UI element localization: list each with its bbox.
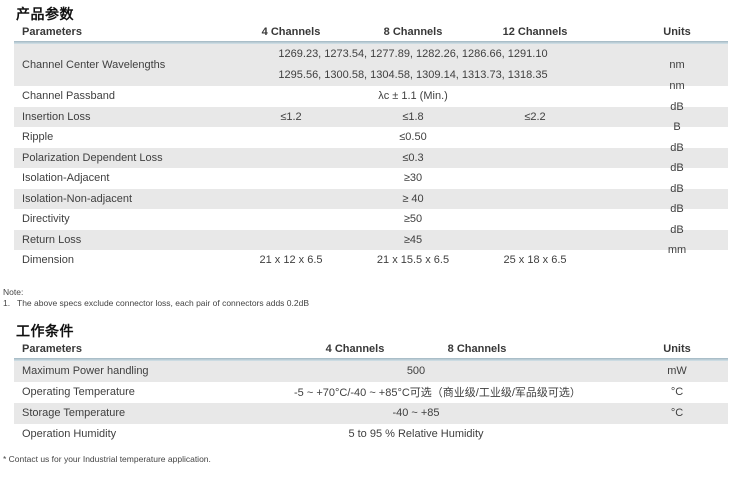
wavelength-values: 1269.23, 1273.54, 1277.89, 1282.26, 1286… — [230, 44, 596, 86]
table-row-insertion-loss: Insertion Loss ≤1.2 ≤1.8 ≤2.2 dB — [14, 101, 728, 127]
param-value: ≤0.3 — [402, 151, 424, 164]
param-value: 5 to 95 % Relative Humidity — [348, 428, 484, 440]
value-4-channels: ≤1.2 — [280, 110, 302, 123]
param-value: ≥45 — [403, 233, 423, 246]
wavelength-line-1: 1269.23, 1273.54, 1277.89, 1282.26, 1286… — [278, 48, 548, 60]
unit-value: mm — [667, 244, 687, 257]
param-label: Dimension — [22, 254, 74, 267]
table-row-channel-passband: Channel Passband λc ± 1.1 (Min.) nm — [14, 80, 728, 107]
unit-value: dB — [670, 182, 684, 195]
section-title-working-conditions: 工作条件 — [16, 322, 74, 339]
note-text: The above specs exclude connector loss, … — [17, 297, 310, 308]
section-title-product-parameters: 产品参数 — [16, 6, 74, 22]
table-row-return-loss: Return Loss ≥45 dB — [14, 224, 728, 250]
value-8-channels: ≤1.8 — [402, 110, 424, 123]
header-divider — [14, 357, 728, 361]
note-number: 1. — [3, 297, 11, 308]
table-row-polarization-dependent-loss: Polarization Dependent Loss ≤0.3 dB — [14, 142, 728, 168]
table-row-channel-center-wavelengths: Channel Center Wavelengths 1269.23, 1273… — [14, 44, 728, 86]
unit-value: B — [673, 121, 681, 134]
unit-value: nm — [669, 59, 685, 71]
param-value: ≥30 — [403, 172, 423, 185]
datasheet-page: 产品参数 Parameters 4 Channels 8 Channels 12… — [0, 6, 737, 478]
param-label: Storage Temperature — [22, 407, 126, 419]
column-header-4-channels: 4 Channels — [261, 26, 321, 38]
unit-value: dB — [670, 203, 684, 216]
product-parameters-table: Parameters 4 Channels 8 Channels 12 Chan… — [14, 26, 728, 271]
param-value: ≤0.50 — [399, 131, 427, 144]
unit-value: dB — [670, 162, 684, 175]
unit-value: °C — [670, 386, 684, 398]
param-label: Operating Temperature — [22, 386, 135, 398]
table-row-isolation-adjacent: Isolation-Adjacent ≥30 dB — [14, 162, 728, 189]
table-row-isolation-non-adjacent: Isolation-Non-adjacent ≥ 40 dB — [14, 183, 728, 209]
table-row-maximum-power-handling: Maximum Power handling 500 mW — [14, 360, 728, 382]
unit-value: dB — [670, 141, 684, 154]
unit-value: dB — [670, 223, 684, 236]
value-12-channels: 25 x 18 x 6.5 — [503, 254, 567, 267]
column-header-parameters: Parameters — [22, 342, 82, 355]
column-header-parameters: Parameters — [22, 26, 82, 38]
column-header-8-channels: 8 Channels — [447, 342, 507, 355]
unit-value: nm — [669, 80, 685, 93]
column-header-units: Units — [663, 26, 691, 38]
param-value: ≥50 — [403, 213, 423, 226]
param-value: 500 — [406, 365, 426, 377]
table-row-directivity: Directivity ≥50 dB — [14, 203, 728, 230]
column-header-12-channels: 12 Channels — [502, 26, 568, 38]
column-header-8-channels: 8 Channels — [383, 26, 443, 38]
header-divider — [14, 41, 728, 44]
param-label: Isolation-Non-adjacent — [22, 192, 133, 205]
table-header-row: Parameters 4 Channels 8 Channels 12 Chan… — [14, 26, 728, 41]
param-value: -5 ~ +70°C/-40 ~ +85°C可选（商业级/工业级/军品级可选） — [294, 387, 581, 399]
param-label: Directivity — [22, 213, 70, 226]
param-label: Insertion Loss — [22, 110, 91, 123]
column-header-units: Units — [663, 342, 691, 355]
param-label: Channel Center Wavelengths — [22, 59, 166, 71]
param-label: Isolation-Adjacent — [22, 172, 110, 185]
column-header-4-channels: 4 Channels — [325, 342, 385, 355]
table-row-operating-temperature: Operating Temperature -5 ~ +70°C/-40 ~ +… — [14, 382, 728, 403]
table-row-storage-temperature: Storage Temperature -40 ~ +85 °C — [14, 402, 728, 424]
param-value: λc ± 1.1 (Min.) — [378, 90, 448, 103]
unit-value: °C — [670, 407, 684, 419]
table-row-dimension: Dimension 21 x 12 x 6.5 21 x 15.5 x 6.5 … — [14, 244, 728, 271]
table-row-ripple: Ripple ≤0.50 B — [14, 121, 728, 148]
unit-value: dB — [670, 100, 684, 113]
value-8-channels: 21 x 15.5 x 6.5 — [376, 254, 450, 267]
table-header-row: Parameters 4 Channels 8 Channels Units — [14, 343, 728, 358]
value-12-channels: ≤2.2 — [524, 110, 546, 123]
param-label: Operation Humidity — [22, 428, 117, 440]
param-label: Maximum Power handling — [22, 365, 149, 377]
param-value: -40 ~ +85 — [392, 407, 440, 419]
working-conditions-table: Parameters 4 Channels 8 Channels Units M… — [14, 343, 728, 445]
note-label: Note: — [3, 286, 24, 297]
value-4-channels: 21 x 12 x 6.5 — [259, 254, 323, 267]
param-label: Return Loss — [22, 233, 82, 246]
unit-value: mW — [667, 365, 687, 377]
table-row-operation-humidity: Operation Humidity 5 to 95 % Relative Hu… — [14, 424, 728, 445]
param-value: ≥ 40 — [402, 192, 424, 205]
note-item: 1. The above specs exclude connector los… — [3, 298, 737, 309]
notes-block: Note: 1. The above specs exclude connect… — [3, 287, 737, 309]
wavelength-line-2: 1295.56, 1300.58, 1304.58, 1309.14, 1313… — [278, 69, 548, 81]
param-label: Channel Passband — [22, 90, 115, 103]
param-label: Polarization Dependent Loss — [22, 151, 163, 164]
contact-footnote: * Contact us for your Industrial tempera… — [3, 453, 211, 464]
param-label: Ripple — [22, 131, 54, 144]
